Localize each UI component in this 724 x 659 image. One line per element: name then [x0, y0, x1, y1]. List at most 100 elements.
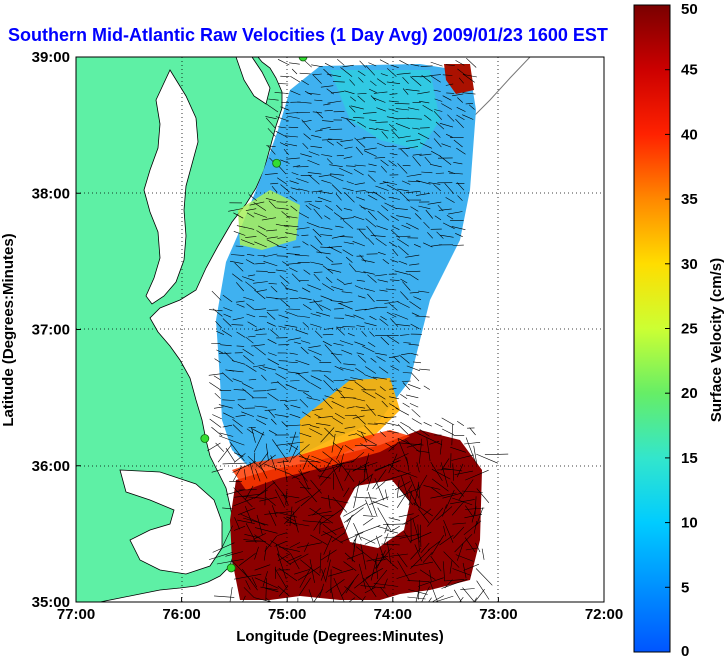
velocity-vector — [395, 407, 410, 416]
velocity-vector — [380, 73, 388, 77]
velocity-vector — [222, 294, 233, 303]
velocity-vector — [374, 477, 385, 501]
velocity-vector — [257, 225, 266, 231]
velocity-vector — [320, 85, 334, 88]
velocity-vector — [383, 416, 397, 418]
velocity-vector — [411, 409, 421, 418]
velocity-vector — [265, 117, 276, 129]
velocity-vector — [365, 218, 377, 228]
colorbar-tick-label: 35 — [681, 191, 698, 208]
velocity-vector — [425, 209, 434, 219]
velocity-vector — [299, 468, 310, 490]
velocity-vector — [310, 313, 321, 317]
velocity-vector — [222, 399, 235, 401]
velocity-vector — [318, 191, 333, 194]
velocity-vector — [398, 513, 414, 518]
velocity-vector — [445, 489, 455, 509]
velocity-vector — [464, 537, 476, 553]
velocity-vector — [393, 356, 400, 363]
velocity-vector — [397, 553, 408, 568]
velocity-vector — [247, 335, 256, 338]
velocity-vector — [341, 291, 353, 294]
velocity-vector — [357, 93, 367, 95]
velocity-vector — [355, 414, 366, 425]
velocity-vector — [254, 308, 267, 311]
velocity-vector — [265, 597, 272, 602]
velocity-vector — [254, 527, 278, 534]
velocity-vector — [314, 200, 323, 202]
velocity-vector — [329, 164, 343, 167]
velocity-vector — [355, 190, 366, 192]
x-axis-ticks: 77:00 76:00 75:00 74:00 73:00 72:00 — [57, 597, 623, 623]
velocity-vector — [332, 417, 343, 425]
velocity-vector — [362, 112, 377, 114]
velocity-vector — [323, 374, 334, 383]
velocity-vector — [354, 381, 366, 390]
velocity-vector — [415, 315, 430, 318]
velocity-vector — [367, 342, 376, 347]
velocity-vector — [255, 262, 266, 265]
velocity-vector — [290, 90, 301, 96]
velocity-vector — [462, 114, 474, 120]
velocity-vector — [253, 431, 264, 453]
velocity-vector — [399, 148, 409, 157]
velocity-vector — [243, 587, 255, 599]
velocity-vector — [298, 188, 310, 192]
velocity-vector — [342, 326, 356, 328]
velocity-vector — [388, 443, 398, 452]
velocity-vector — [389, 388, 397, 390]
velocity-vector — [451, 424, 453, 446]
velocity-vector — [292, 510, 299, 533]
velocity-vector — [324, 344, 334, 354]
velocity-vector — [416, 193, 430, 196]
velocity-vector — [401, 353, 411, 356]
velocity-vector — [283, 149, 289, 155]
velocity-vector — [413, 361, 422, 364]
velocity-vector — [370, 553, 379, 581]
velocity-vector — [427, 540, 441, 551]
velocity-vector — [266, 309, 279, 311]
velocity-vector — [356, 279, 365, 282]
velocity-vector — [233, 212, 244, 219]
velocity-vector — [465, 103, 474, 105]
velocity-vector — [342, 249, 354, 257]
velocity-vector — [300, 346, 309, 355]
velocity-vector — [331, 263, 343, 265]
velocity-vector — [381, 400, 388, 408]
velocity-vector — [423, 242, 433, 248]
velocity-vector — [274, 92, 289, 94]
velocity-vector — [322, 523, 337, 536]
velocity-vector — [298, 577, 311, 596]
velocity-vector — [353, 117, 365, 119]
velocity-vector — [401, 476, 409, 498]
velocity-vector — [327, 100, 342, 104]
velocity-vector — [462, 92, 476, 95]
velocity-vector — [401, 224, 411, 229]
velocity-vector — [362, 137, 376, 139]
colorbar-tick-label: 50 — [681, 1, 698, 18]
velocity-vector — [363, 374, 378, 380]
velocity-vector — [223, 412, 235, 419]
velocity-vector — [463, 74, 477, 78]
velocity-vector — [443, 519, 454, 543]
velocity-vector — [306, 222, 320, 228]
velocity-vector — [322, 283, 335, 292]
velocity-vector — [405, 146, 419, 149]
velocity-vector — [312, 507, 321, 516]
velocity-vector — [375, 185, 389, 191]
velocity-vector — [381, 131, 389, 139]
velocity-vector — [326, 140, 334, 146]
velocity-vector — [354, 525, 381, 536]
velocity-vector — [374, 274, 388, 277]
velocity-vector — [365, 65, 376, 76]
velocity-vector — [274, 568, 287, 589]
velocity-vector — [400, 421, 411, 429]
velocity-vector — [325, 578, 345, 593]
velocity-vector — [208, 552, 233, 560]
velocity-vector — [442, 428, 454, 436]
velocity-vector — [434, 422, 443, 428]
velocity-vector — [256, 514, 263, 535]
velocity-vector — [370, 235, 386, 237]
velocity-vector — [368, 127, 378, 130]
plot-grid — [76, 57, 604, 602]
